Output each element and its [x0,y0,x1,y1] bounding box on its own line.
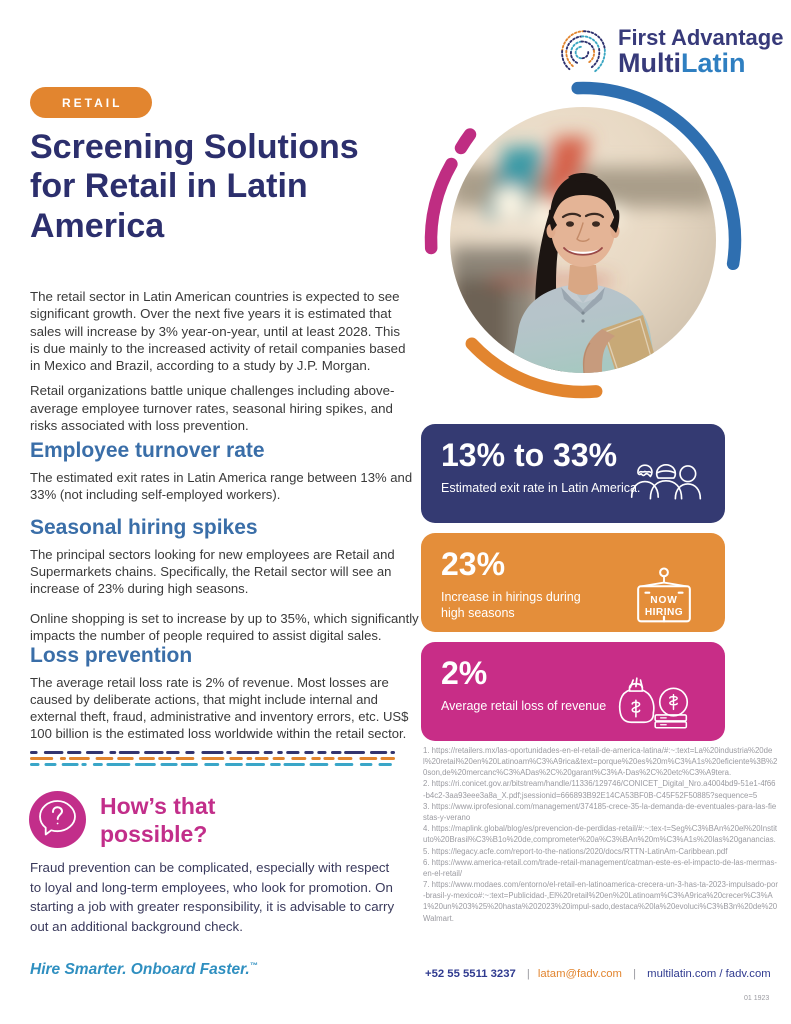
svg-text:NOW: NOW [650,595,678,606]
svg-text:HIRING: HIRING [645,607,683,618]
